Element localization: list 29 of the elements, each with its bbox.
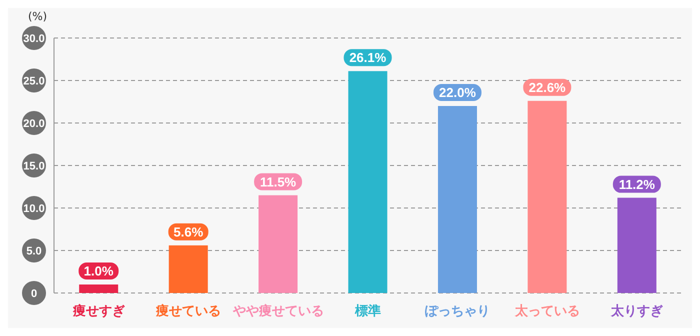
x-tick-label: 痩せている — [155, 303, 222, 319]
x-tick-label: ぽっちゃり — [425, 304, 490, 319]
bar — [348, 71, 388, 293]
bar — [168, 245, 208, 293]
y-tick-label: 10.0 — [23, 203, 45, 215]
y-tick-label: 30.0 — [23, 33, 45, 45]
y-axis-title: (%) — [28, 10, 48, 23]
bar — [438, 106, 477, 293]
data-label: 22.0% — [439, 85, 476, 100]
bar — [528, 100, 567, 293]
data-label: 5.6% — [174, 224, 204, 240]
x-tick-label: 痩せすぎ — [72, 303, 125, 319]
x-tick-label: 標準 — [354, 304, 381, 319]
y-tick-label: 15.0 — [23, 160, 45, 172]
x-tick-label: やや痩せている — [232, 303, 324, 319]
bar — [258, 195, 298, 293]
y-tick-label: 25.0 — [23, 76, 45, 88]
data-label: 26.1% — [349, 50, 387, 66]
y-tick-label: 0 — [30, 288, 38, 300]
y-tick-label: 5.0 — [26, 246, 42, 258]
data-label: 11.5% — [260, 174, 297, 190]
bar — [79, 284, 118, 293]
data-label: 1.0% — [84, 264, 114, 278]
data-label: 11.2% — [618, 176, 656, 192]
x-tick-label: 太りすぎ — [610, 304, 664, 319]
x-tick-label: 太っている — [514, 304, 580, 319]
y-tick-label: 20.0 — [23, 118, 45, 130]
bar — [617, 198, 656, 293]
data-label: 22.6% — [528, 80, 566, 95]
